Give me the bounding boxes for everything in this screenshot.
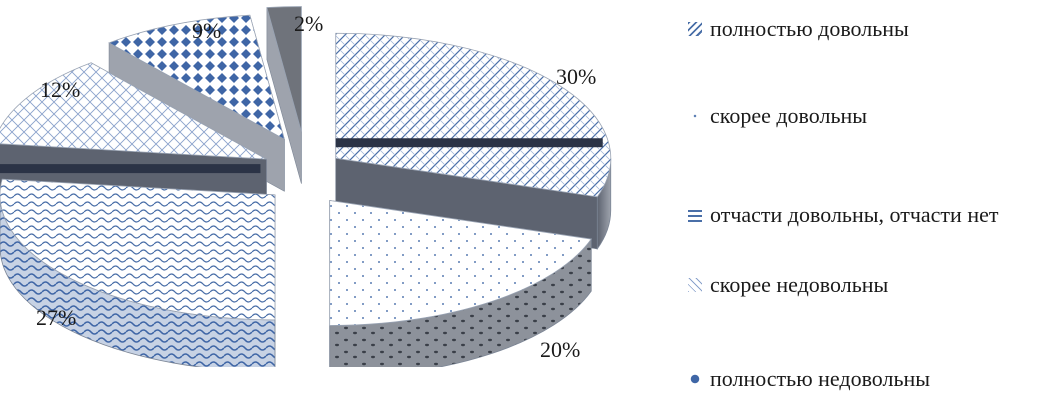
pie-slice-top-5	[108, 14, 285, 141]
legend-label: полностью довольны	[710, 16, 909, 41]
pie-slice-2	[329, 200, 592, 378]
data-label-1: 30%	[556, 64, 596, 89]
pie-slice-top-6	[266, 6, 302, 132]
pie-slice-top-2	[329, 200, 592, 326]
wave-swatch	[688, 208, 702, 222]
data-label-2: 20%	[540, 337, 580, 362]
pie-slice-top-3	[0, 178, 276, 321]
legend-label: отчасти довольны, отчасти нет	[710, 202, 999, 227]
grid-swatch	[688, 278, 702, 292]
pie-slice-band-4	[0, 164, 261, 174]
pie-slice-top-4	[0, 62, 267, 160]
legend-label: скорее недовольны	[710, 272, 889, 297]
legend-item-2: скорее довольны	[688, 101, 1053, 131]
legend-item-5: полностью недовольны	[688, 364, 1053, 394]
pie-slice-top-1	[335, 32, 612, 198]
legend-item-3: отчасти довольны, отчасти нет	[688, 200, 1053, 230]
pie-slice-3	[0, 178, 276, 373]
pie-slice-band-1	[335, 138, 603, 148]
pie-slice-1	[335, 32, 612, 251]
data-label-6: 2%	[294, 11, 323, 36]
data-label-5: 9%	[192, 18, 221, 43]
pie-chart: 30% 20% 27% 12% 9% 2%	[0, 6, 612, 378]
data-label-4: 12%	[40, 77, 80, 102]
diamond-swatch	[688, 372, 702, 386]
legend-label: полностью недовольны	[710, 366, 931, 391]
legend-item-1: полностью довольны	[688, 14, 1053, 44]
pie-chart-svg: 30% 20% 27% 12% 9% 2%	[0, 6, 612, 378]
pie-slice-6	[266, 6, 302, 184]
legend-item-4: скорее недовольны	[688, 270, 1053, 300]
data-label-3: 27%	[36, 305, 76, 330]
legend-label: скорее довольны	[710, 103, 868, 128]
diagonal-hatch-swatch	[688, 22, 702, 36]
dotted-swatch	[688, 109, 702, 123]
